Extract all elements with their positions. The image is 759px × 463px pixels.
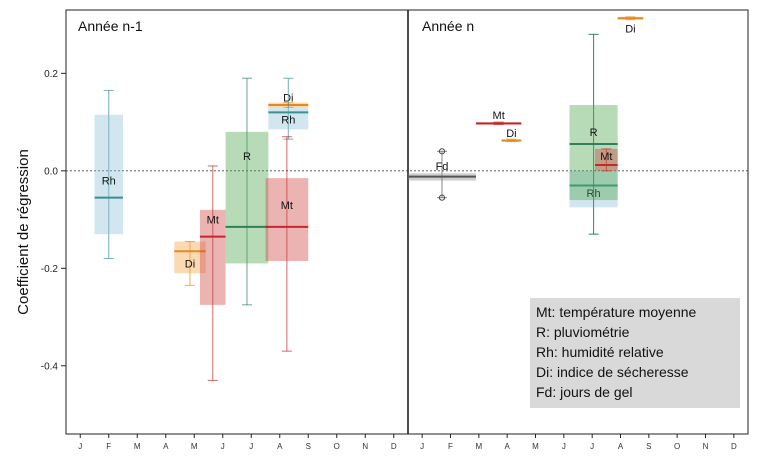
- box-r: R: [569, 33, 618, 235]
- box-mt: Mt: [265, 136, 309, 352]
- outlier-point: [438, 148, 446, 155]
- x-tick-label: A: [163, 442, 169, 451]
- panel-title: Année n-1: [78, 18, 143, 34]
- box-label: Mt: [493, 110, 505, 122]
- box-fd: Fd: [408, 150, 476, 199]
- x-tick-label: J: [221, 442, 225, 451]
- box-label: Di: [185, 258, 195, 270]
- box-label: Di: [625, 24, 635, 36]
- x-tick-label: F: [106, 442, 111, 451]
- legend-entry: Fd: jours de gel: [536, 384, 633, 400]
- x-tick-label: N: [703, 442, 709, 451]
- x-tick-label: M: [475, 442, 482, 451]
- plot-frame: [65, 9, 749, 435]
- box-body: [199, 209, 226, 305]
- legend-entry: Di: indice de sécheresse: [536, 364, 689, 380]
- box-rh: Rh: [94, 89, 123, 260]
- x-tick-label: A: [504, 442, 510, 451]
- x-tick-label: J: [590, 442, 594, 451]
- x-tick-label: A: [277, 442, 283, 451]
- legend-entry: R: pluviométrie: [536, 324, 630, 340]
- box-di: Di: [501, 128, 522, 143]
- box-body: [225, 131, 269, 264]
- panel-title: Année n: [422, 18, 474, 34]
- y-tick-label: 0.2: [44, 69, 58, 80]
- x-tick-label: D: [391, 442, 397, 451]
- legend-entry: Mt: température moyenne: [536, 304, 697, 320]
- x-tick-label: J: [249, 442, 253, 451]
- y-tick-label: 0.0: [44, 166, 58, 177]
- box-mt: Mt: [199, 165, 226, 381]
- x-tick-label: N: [362, 442, 368, 451]
- legend-background: [530, 298, 740, 408]
- box-label: Mt: [281, 200, 293, 212]
- x-tick-label: M: [191, 442, 198, 451]
- legend-entry: Rh: humidité relative: [536, 344, 664, 360]
- box-mt: Mt: [476, 110, 522, 126]
- x-tick-label: A: [618, 442, 624, 451]
- box-label: Rh: [281, 115, 295, 127]
- box-body: [569, 105, 618, 201]
- box-body: [174, 241, 206, 274]
- y-tick-label: -0.4: [41, 361, 59, 372]
- x-tick-label: S: [646, 442, 651, 451]
- box-di: Di: [617, 16, 644, 36]
- box-body: [94, 114, 123, 235]
- box-label: Rh: [102, 176, 116, 188]
- x-tick-label: J: [420, 442, 424, 451]
- plot-area: -0.4 -0.2 0.0 0.2 J F M A M J J A S O N D J F M A M J J A S O N D An…: [41, 9, 749, 451]
- box-label: Di: [506, 128, 516, 140]
- x-tick-label: M: [134, 442, 141, 451]
- box-mt: Mt: [595, 148, 618, 172]
- x-tick-label: M: [532, 442, 539, 451]
- x-tick-label: O: [674, 442, 680, 451]
- x-tick-label: J: [562, 442, 566, 451]
- box-label: R: [590, 127, 598, 139]
- box-rh: Rh: [268, 77, 309, 140]
- x-tick-label: O: [334, 442, 340, 451]
- box-label: Fd: [436, 161, 449, 173]
- x-tick-label: J: [78, 442, 82, 451]
- y-axis-label: Coefficient de régression: [15, 149, 32, 315]
- box-r: R: [225, 77, 269, 306]
- box-label: Mt: [207, 215, 219, 227]
- box-di: Di: [174, 240, 206, 286]
- x-tick-label: F: [448, 442, 453, 451]
- outlier-point: [438, 194, 446, 201]
- x-tick-label: D: [731, 442, 737, 451]
- box-label: Mt: [600, 151, 612, 163]
- legend: Mt: température moyenne R: pluviométrie Rh…: [530, 298, 740, 408]
- box-label: R: [243, 151, 251, 163]
- y-tick-label: -0.2: [41, 264, 59, 275]
- x-tick-label: S: [306, 442, 311, 451]
- box-body: [265, 178, 309, 261]
